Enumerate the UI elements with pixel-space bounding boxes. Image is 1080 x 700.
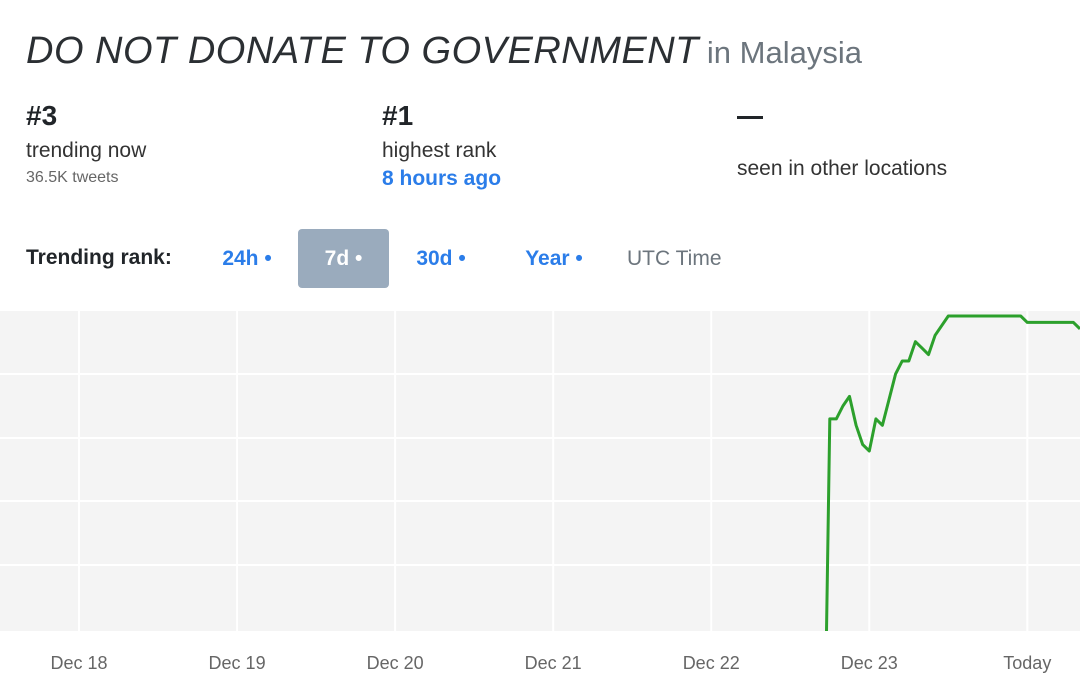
vertical-gridlines (78, 311, 1029, 631)
trending-rank-selector: Trending rank: 24h • 7d • 30d • Year • U… (26, 229, 786, 288)
x-tick-label: Dec 21 (525, 653, 582, 673)
other-locations-value (737, 116, 947, 152)
rank-series-line (825, 314, 1080, 632)
tweet-count: 36.5K tweets (26, 169, 119, 186)
range-30d-button[interactable]: 30d • (416, 247, 466, 270)
stat-current-rank: #3 trending now 36.5K tweets (26, 98, 146, 187)
range-24h-button[interactable]: 24h • (222, 247, 272, 270)
current-rank-value: #3 (26, 100, 58, 131)
range-7d-button[interactable]: 7d • (298, 229, 389, 288)
current-rank-label: trending now (26, 139, 147, 162)
trend-location: in Malaysia (706, 35, 862, 70)
timezone-label[interactable]: UTC Time (627, 247, 722, 270)
x-tick-label: Dec 18 (51, 653, 108, 673)
x-tick-label: Dec 22 (683, 653, 740, 673)
plot-background (0, 311, 1080, 631)
stat-highest-rank: #1 highest rank 8 hours ago (382, 98, 501, 192)
highest-rank-label: highest rank (382, 139, 497, 162)
trending-rank-label: Trending rank: (26, 246, 172, 269)
x-axis-ticks: Dec 18 Dec 19 Dec 20 Dec 21 Dec 22 Dec 23 Toda… (51, 653, 1052, 673)
range-year-button[interactable]: Year • (525, 247, 583, 270)
highest-rank-value: #1 (382, 100, 414, 131)
stat-other-locations: seen in other locations (737, 98, 947, 182)
other-locations-label: seen in other locations (737, 157, 948, 180)
horizontal-gridlines (0, 373, 1080, 566)
x-tick-label: Dec 23 (841, 653, 898, 673)
x-tick-label: Dec 19 (209, 653, 266, 673)
highest-rank-time-link[interactable]: 8 hours ago (382, 167, 502, 190)
page-title: DO NOT DONATE TO GOVERNMENT in Malaysia (26, 30, 862, 73)
trend-hashtag: DO NOT DONATE TO GOVERNMENT (26, 30, 699, 72)
dash-placeholder (737, 116, 763, 119)
x-tick-label: Today (1003, 653, 1051, 673)
trending-rank-chart: Dec 18 Dec 19 Dec 20 Dec 21 Dec 22 Dec 23 Toda… (0, 311, 1080, 673)
x-tick-label: Dec 20 (367, 653, 424, 673)
